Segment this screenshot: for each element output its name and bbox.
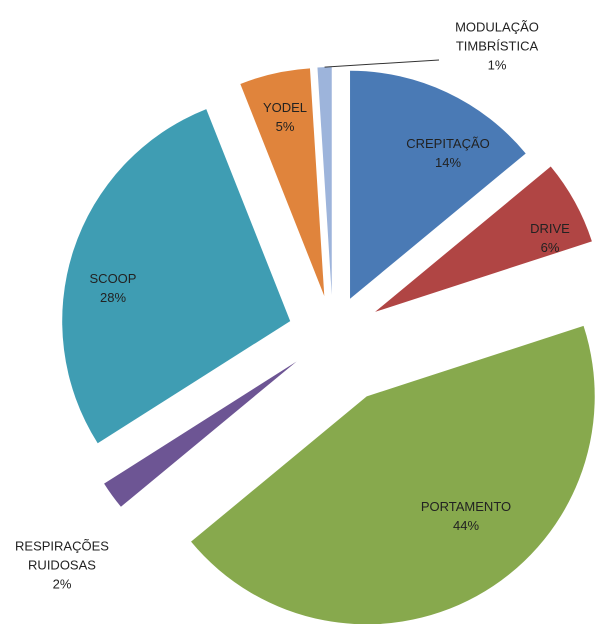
category-label: SCOOP bbox=[89, 271, 137, 286]
slice-label: YODEL 5% bbox=[220, 98, 350, 136]
pie-slice bbox=[104, 361, 297, 507]
pie-slice bbox=[191, 325, 595, 624]
category-label: DRIVE bbox=[530, 221, 570, 236]
slice-label: MODULAÇÃO TIMBRÍSTICA 1% bbox=[447, 18, 547, 75]
slice-label: DRIVE 6% bbox=[485, 219, 597, 257]
value-label: 1% bbox=[487, 57, 507, 73]
slice-label: SCOOP 28% bbox=[48, 269, 178, 307]
pie-slice bbox=[350, 70, 526, 299]
category-label: RESPIRAÇÕES RUIDOSAS bbox=[15, 538, 109, 573]
category-label: YODEL bbox=[262, 100, 308, 115]
category-label: PORTAMENTO bbox=[420, 499, 512, 514]
category-label: MODULAÇÃO TIMBRÍSTICA bbox=[455, 19, 539, 54]
category-label: CREPITAÇÃO bbox=[406, 136, 490, 151]
value-label: 6% bbox=[540, 240, 560, 255]
slice-label: PORTAMENTO 44% bbox=[401, 497, 531, 535]
value-label: 14% bbox=[434, 155, 462, 170]
value-label: 2% bbox=[52, 576, 72, 592]
value-label: 28% bbox=[99, 290, 127, 305]
pie-slice bbox=[317, 67, 332, 296]
leader-line bbox=[324, 59, 440, 68]
pie-slice bbox=[240, 68, 325, 296]
slice-label: CREPITAÇÃO 14% bbox=[383, 134, 513, 172]
pie-slice bbox=[375, 166, 592, 312]
slice-label: RESPIRAÇÕES RUIDOSAS 2% bbox=[7, 537, 117, 594]
value-label: 5% bbox=[275, 119, 295, 134]
value-label: 44% bbox=[452, 518, 480, 533]
pie-slice bbox=[62, 109, 291, 444]
